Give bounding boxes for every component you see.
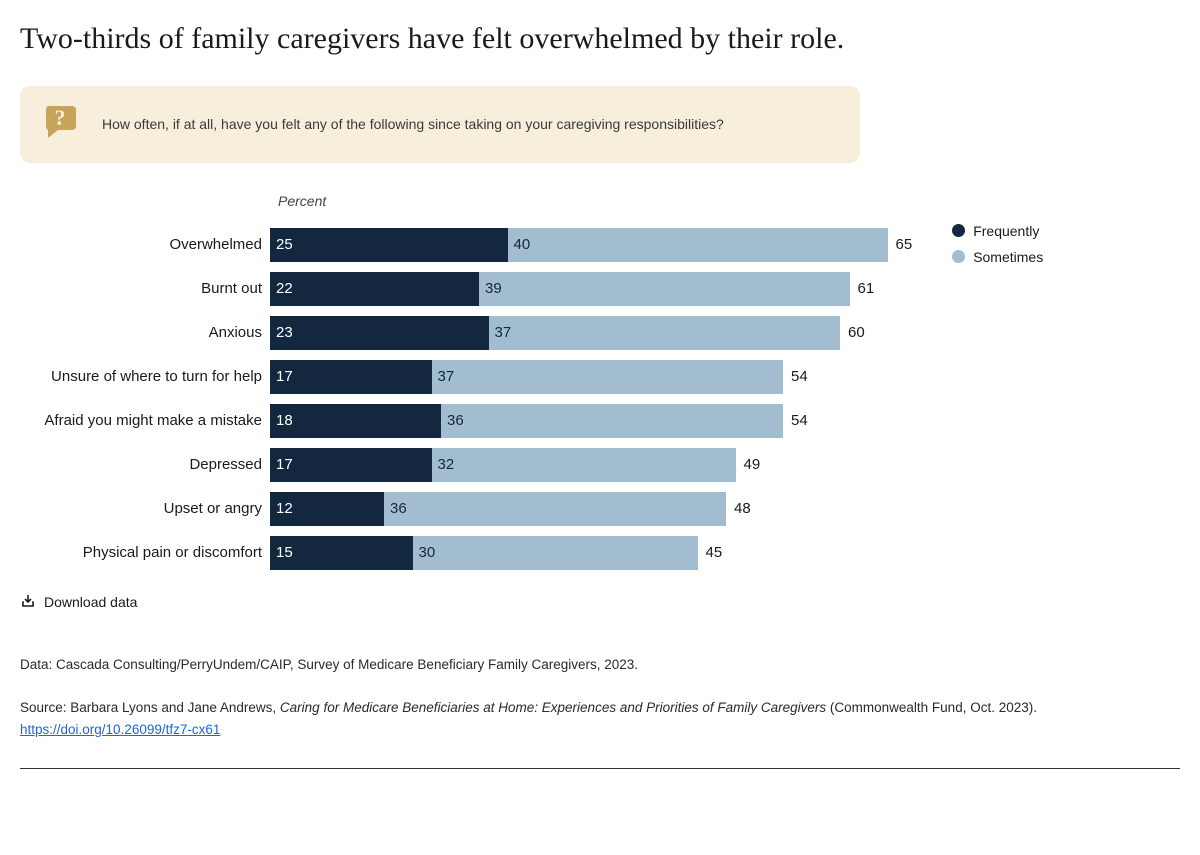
bar-segment-frequently: 17 xyxy=(270,448,432,482)
y-axis-label: Percent xyxy=(278,193,912,209)
footer: Data: Cascada Consulting/PerryUndem/CAIP… xyxy=(20,654,1180,741)
bar-total-value: 61 xyxy=(858,280,875,297)
download-icon xyxy=(20,593,36,612)
footer-source-italic: Caring for Medicare Beneficiaries at Hom… xyxy=(280,700,826,715)
bar-segment-frequently: 22 xyxy=(270,272,479,306)
bar-segment-sometimes: 30 xyxy=(413,536,698,570)
bar-total-value: 60 xyxy=(848,324,865,341)
legend-item-frequently: Frequently xyxy=(952,223,1043,239)
row-label: Unsure of where to turn for help xyxy=(20,368,270,385)
svg-text:?: ? xyxy=(55,105,66,130)
footer-source-link[interactable]: https://doi.org/10.26099/tfz7-cx61 xyxy=(20,722,220,737)
chart-area: Percent Overwhelmed2540 65 Burnt out2239 61… xyxy=(20,193,1180,575)
bar-row: Upset or angry1236 48 xyxy=(20,487,912,531)
row-label: Afraid you might make a mistake xyxy=(20,412,270,429)
question-text: How often, if at all, have you felt any … xyxy=(102,116,724,132)
bar-row: Afraid you might make a mistake1836 54 xyxy=(20,399,912,443)
footer-source-suffix: (Commonwealth Fund, Oct. 2023). xyxy=(826,700,1037,715)
bar-segment-sometimes: 36 xyxy=(441,404,783,438)
bar-row: Depressed1732 49 xyxy=(20,443,912,487)
legend: Frequently Sometimes xyxy=(952,223,1043,275)
bar-total-value: 45 xyxy=(706,544,723,561)
bar-total-value: 49 xyxy=(744,456,761,473)
row-label: Overwhelmed xyxy=(20,236,270,253)
bar-segment-frequently: 12 xyxy=(270,492,384,526)
row-label: Anxious xyxy=(20,324,270,341)
bar-track: 2540 65 xyxy=(270,228,912,262)
bar-track: 1236 48 xyxy=(270,492,751,526)
download-label: Download data xyxy=(44,594,137,610)
row-label: Burnt out xyxy=(20,280,270,297)
bar-total-value: 48 xyxy=(734,500,751,517)
legend-swatch-frequently xyxy=(952,224,965,237)
download-data-button[interactable]: Download data xyxy=(20,593,137,612)
bar-segment-frequently: 25 xyxy=(270,228,508,262)
bar-segment-sometimes: 39 xyxy=(479,272,850,306)
row-label: Physical pain or discomfort xyxy=(20,544,270,561)
bar-segment-frequently: 15 xyxy=(270,536,413,570)
bar-segment-sometimes: 37 xyxy=(432,360,784,394)
bar-track: 1732 49 xyxy=(270,448,760,482)
chart-main: Percent Overwhelmed2540 65 Burnt out2239 61… xyxy=(20,193,912,575)
bar-total-value: 65 xyxy=(896,236,913,253)
bar-segment-frequently: 18 xyxy=(270,404,441,438)
page-title: Two-thirds of family caregivers have fel… xyxy=(20,20,1180,58)
bar-row: Overwhelmed2540 65 xyxy=(20,223,912,267)
legend-item-sometimes: Sometimes xyxy=(952,249,1043,265)
footer-source-prefix: Source: Barbara Lyons and Jane Andrews, xyxy=(20,700,280,715)
row-label: Upset or angry xyxy=(20,500,270,517)
bar-track: 1530 45 xyxy=(270,536,722,570)
bar-track: 2337 60 xyxy=(270,316,865,350)
bar-segment-sometimes: 36 xyxy=(384,492,726,526)
bar-track: 2239 61 xyxy=(270,272,874,306)
bar-track: 1737 54 xyxy=(270,360,808,394)
question-icon: ? xyxy=(42,102,82,147)
bar-row: Anxious2337 60 xyxy=(20,311,912,355)
bar-segment-frequently: 23 xyxy=(270,316,489,350)
footer-data-line: Data: Cascada Consulting/PerryUndem/CAIP… xyxy=(20,654,1180,676)
footer-source-line: Source: Barbara Lyons and Jane Andrews, … xyxy=(20,697,1180,740)
question-box: ? How often, if at all, have you felt an… xyxy=(20,86,860,163)
bar-row: Physical pain or discomfort1530 45 xyxy=(20,531,912,575)
bar-track: 1836 54 xyxy=(270,404,808,438)
bar-segment-sometimes: 37 xyxy=(489,316,841,350)
bar-total-value: 54 xyxy=(791,368,808,385)
bar-row: Unsure of where to turn for help1737 54 xyxy=(20,355,912,399)
bar-segment-sometimes: 40 xyxy=(508,228,888,262)
footer-divider xyxy=(20,768,1180,769)
bar-total-value: 54 xyxy=(791,412,808,429)
legend-label-sometimes: Sometimes xyxy=(973,249,1043,265)
row-label: Depressed xyxy=(20,456,270,473)
bar-segment-frequently: 17 xyxy=(270,360,432,394)
bar-rows-container: Overwhelmed254065Burnt out223961Anxious2… xyxy=(20,223,912,575)
bar-segment-sometimes: 32 xyxy=(432,448,736,482)
bar-row: Burnt out2239 61 xyxy=(20,267,912,311)
legend-swatch-sometimes xyxy=(952,250,965,263)
legend-label-frequently: Frequently xyxy=(973,223,1039,239)
